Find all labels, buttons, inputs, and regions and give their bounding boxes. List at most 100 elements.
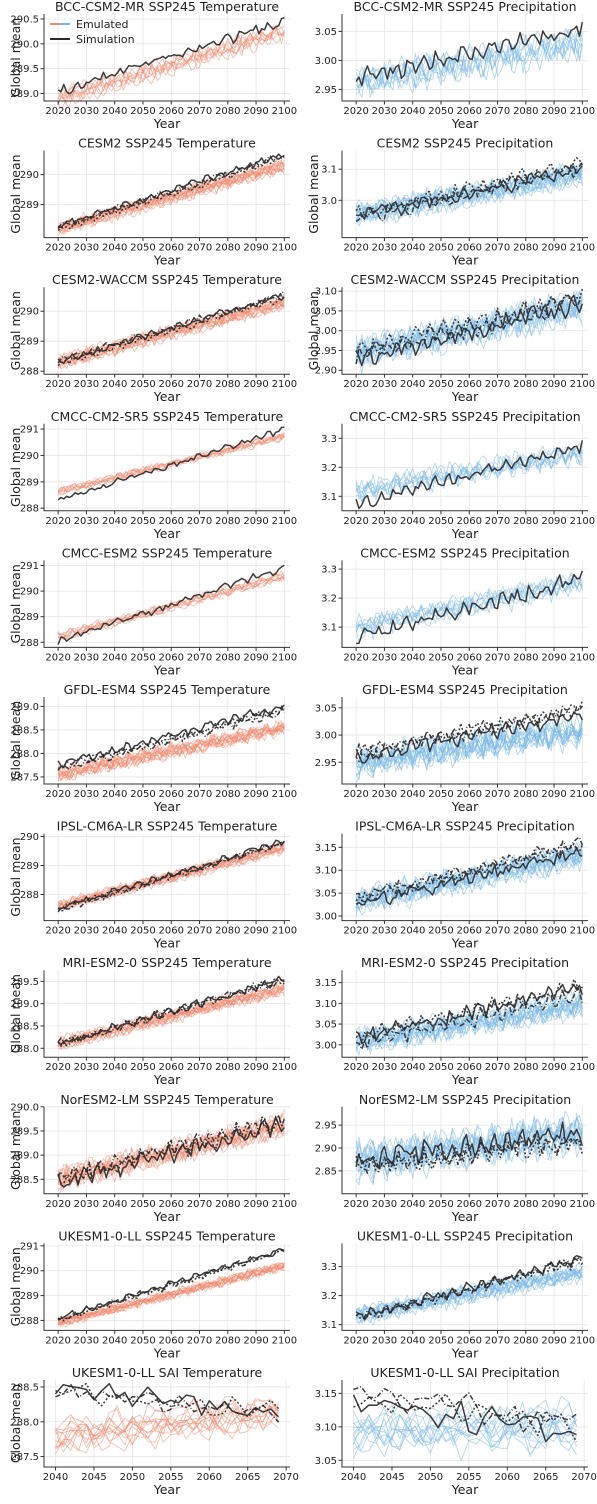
emulated-series-line xyxy=(355,28,583,87)
emulated-series-line xyxy=(57,301,285,369)
emulated-series-line xyxy=(356,301,583,364)
simulation-series-line xyxy=(355,1121,584,1169)
x-tick-label: 2100 xyxy=(570,516,595,527)
x-tick-label: 2080 xyxy=(513,1335,538,1346)
y-axis-label: Global mean xyxy=(8,701,23,780)
x-tick-label: 2100 xyxy=(570,652,595,663)
y-tick-label: 288 xyxy=(20,367,39,378)
emulated-series-line xyxy=(356,1265,583,1313)
x-tick-label: 2020 xyxy=(45,1062,70,1073)
x-tick-label: 2060 xyxy=(457,1199,482,1210)
simulation-series-line xyxy=(355,1257,583,1319)
panel-title: CESM2-WACCM SSP245 Precipitation xyxy=(351,272,580,287)
simulation-series-line xyxy=(57,156,285,232)
x-axis-label: Year xyxy=(451,389,479,404)
x-tick-label: 2045 xyxy=(81,1472,106,1483)
axis-spines xyxy=(43,14,290,102)
x-tick-label: 2080 xyxy=(215,379,240,390)
y-tick-label: 288.5 xyxy=(10,725,39,736)
y-tick-label: 289 xyxy=(20,1291,39,1302)
x-tick-label: 2060 xyxy=(159,1062,184,1073)
x-tick-label: 2090 xyxy=(243,926,268,937)
x-tick-label: 2030 xyxy=(372,243,397,254)
x-tick-label: 2050 xyxy=(428,243,453,254)
x-tick-label: 2050 xyxy=(130,1062,155,1073)
panel-title: CESM2-WACCM SSP245 Temperature xyxy=(52,272,282,287)
y-tick-label: 2.95 xyxy=(315,85,337,96)
x-tick-label: 2070 xyxy=(485,1335,510,1346)
axis-spines xyxy=(43,1243,290,1331)
emulated-series-line xyxy=(57,986,285,1048)
x-tick-label: 2090 xyxy=(541,106,566,117)
x-tick-label: 2020 xyxy=(343,106,368,117)
x-axis-label: Year xyxy=(451,936,479,951)
panel-title: UKESM1-0-LL SAI Precipitation xyxy=(370,1365,559,1380)
panel-title: IPSL-CM6A-LR SSP245 Temperature xyxy=(57,819,278,834)
legend-label-emulated: Emulated xyxy=(76,18,129,31)
x-tick-label: 2020 xyxy=(343,926,368,937)
axis-spines xyxy=(43,1106,290,1195)
x-axis-label: Year xyxy=(153,799,181,814)
x-axis-label: Year xyxy=(451,1072,479,1087)
x-tick-label: 2020 xyxy=(343,516,368,527)
panel-17: NorESM2-LM SSP245 Temperature 2020 2030 204… xyxy=(8,1092,297,1224)
y-tick-label: 289.0 xyxy=(10,999,39,1010)
x-tick-label: 2100 xyxy=(570,1335,595,1346)
emulated-series-line xyxy=(355,1266,583,1316)
x-tick-label: 2070 xyxy=(485,1199,510,1210)
x-tick-label: 2090 xyxy=(243,789,268,800)
y-tick-label: 3.0 xyxy=(321,196,337,207)
x-tick-label: 2020 xyxy=(343,1335,368,1346)
x-tick-label: 2060 xyxy=(159,379,184,390)
emulated-series-line xyxy=(355,847,583,911)
x-tick-label: 2040 xyxy=(102,926,127,937)
y-tick-label: 289.0 xyxy=(10,1151,39,1162)
x-tick-label: 2050 xyxy=(428,1062,453,1073)
x-tick-label: 2100 xyxy=(272,516,297,527)
y-tick-label: 3.15 xyxy=(315,1389,337,1400)
x-tick-label: 2030 xyxy=(74,1062,99,1073)
x-axis-label: Year xyxy=(451,253,479,268)
y-tick-label: 288 xyxy=(20,890,39,901)
x-axis-label: Year xyxy=(153,1072,181,1087)
x-tick-label: 2100 xyxy=(272,789,297,800)
simulation-series-line xyxy=(57,564,285,645)
emulated-series-line xyxy=(57,162,285,230)
x-tick-label: 2030 xyxy=(74,1335,99,1346)
emulated-series-line xyxy=(57,31,285,108)
axis-spines xyxy=(43,1380,290,1468)
x-tick-label: 2080 xyxy=(215,243,240,254)
panel-15: MRI-ESM2-0 SSP245 Temperature 2020 2030 204… xyxy=(8,955,297,1087)
x-tick-label: 2070 xyxy=(187,516,212,527)
x-tick-label: 2090 xyxy=(243,243,268,254)
y-tick-label: 289.5 xyxy=(10,1126,39,1137)
x-axis-label: Year xyxy=(451,1209,479,1224)
emulated-series-line xyxy=(57,720,285,777)
x-tick-label: 2050 xyxy=(428,652,453,663)
x-tick-label: 2100 xyxy=(570,106,595,117)
x-tick-label: 2100 xyxy=(272,652,297,663)
x-tick-label: 2040 xyxy=(102,789,127,800)
emulated-series-line xyxy=(356,576,583,627)
panel-2: BCC-CSM2-MR SSP245 Precipitation 2020 2030… xyxy=(315,0,595,131)
x-tick-label: 2045 xyxy=(379,1472,404,1483)
panel-14: IPSL-CM6A-LR SSP245 Precipitation 2020 203… xyxy=(315,819,595,951)
x-tick-label: 2100 xyxy=(272,926,297,937)
axis-spines xyxy=(43,150,290,239)
x-tick-label: 2100 xyxy=(272,106,297,117)
x-tick-label: 2030 xyxy=(372,106,397,117)
simulation-series-line xyxy=(57,1116,285,1188)
x-tick-label: 2040 xyxy=(400,652,425,663)
simulation-series-line xyxy=(55,1382,280,1418)
axis-spines xyxy=(341,1380,588,1468)
x-tick-label: 2080 xyxy=(513,1199,538,1210)
x-tick-label: 2050 xyxy=(428,926,453,937)
axis-spines xyxy=(341,833,588,922)
y-axis-label: Global mean xyxy=(8,154,23,233)
x-axis-label: Year xyxy=(451,799,479,814)
simulation-series-line xyxy=(355,161,583,223)
x-axis-label: Year xyxy=(451,116,479,131)
